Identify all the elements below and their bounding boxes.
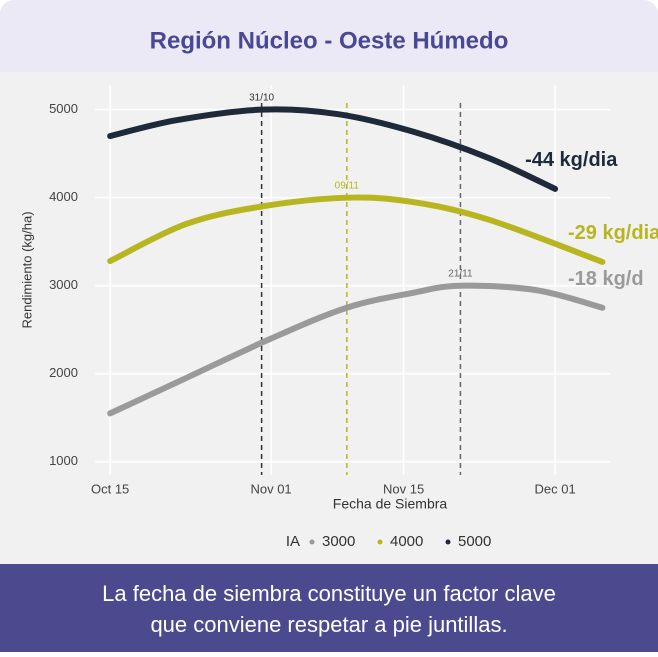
peak-label: 31/10 — [249, 92, 274, 103]
line — [107, 282, 606, 417]
annotation: -29 kg/dia — [568, 222, 658, 244]
peak-label: 09/11 — [335, 180, 360, 191]
y-tick-label: 5000 — [49, 101, 78, 116]
y-tick-label: 2000 — [49, 365, 78, 380]
annotation: -18 kg/d — [568, 268, 644, 290]
line — [107, 194, 606, 265]
legend-label: 5000 — [458, 533, 491, 550]
y-tick-label: 1000 — [49, 453, 78, 468]
x-tick-label: Nov 15 — [383, 481, 424, 496]
line — [107, 106, 559, 192]
caption-line: que conviene respetar a pie juntillas. — [150, 612, 507, 637]
legend-label: 3000 — [322, 533, 355, 550]
legend-marker — [309, 539, 315, 545]
legend-label: 4000 — [390, 533, 423, 550]
x-tick-label: Nov 01 — [250, 481, 291, 496]
x-tick-label: Oct 15 — [91, 481, 129, 496]
footer-bg — [0, 564, 658, 652]
legend-marker — [445, 539, 451, 545]
peak-label: 21/11 — [448, 268, 473, 279]
x-tick-label: Dec 01 — [534, 481, 575, 496]
caption-line: La fecha de siembra constituye un factor… — [102, 581, 556, 606]
y-tick-label: 3000 — [49, 277, 78, 292]
title: Región Núcleo - Oeste Húmedo — [150, 27, 509, 54]
x-axis-label: Fecha de Siembra — [333, 496, 448, 512]
legend-marker — [377, 539, 383, 545]
annotation: -44 kg/dia — [525, 149, 618, 171]
y-axis-label: Rendimiento (kg/ha) — [19, 211, 34, 328]
legend-title: IA — [286, 533, 300, 550]
y-tick-label: 4000 — [49, 189, 78, 204]
